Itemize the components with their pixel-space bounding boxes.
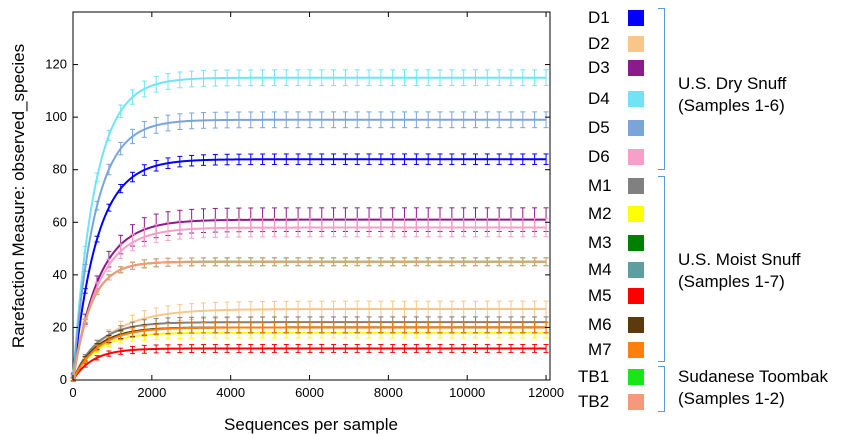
series-line-m5: [72, 347, 547, 381]
series-d2: [70, 300, 549, 383]
y-axis-label: Rarefaction Measure: observed_species: [9, 44, 28, 348]
legend-label-m7: M7: [588, 340, 612, 359]
series-line-d1: [72, 158, 547, 381]
x-tick-label: 6000: [295, 385, 324, 400]
series-d4: [70, 69, 549, 381]
y-tick-label: 100: [45, 109, 67, 124]
group-label-moist-snuff: U.S. Moist Snuff (Samples 1-7): [678, 249, 801, 293]
group-toombak-samples: (Samples 1-2): [678, 389, 785, 408]
plot-frame: [72, 11, 551, 381]
legend-swatch-d2: [628, 36, 644, 52]
bracket-dry-snuff: [658, 8, 665, 170]
bracket-toombak: [658, 366, 665, 412]
legend-swatch-m6: [628, 317, 644, 333]
x-tick-label: 2000: [137, 385, 166, 400]
x-tick-label: 8000: [374, 385, 403, 400]
legend-label-d5: D5: [588, 118, 610, 137]
legend-swatch-d4: [628, 91, 644, 107]
legend-label-m6: M6: [588, 315, 612, 334]
series-m5: [70, 344, 549, 382]
series-line-d4: [72, 76, 547, 381]
x-axis-label: Sequences per sample: [224, 415, 398, 434]
legend-label-tb1: TB1: [578, 367, 610, 386]
legend-swatch-m1: [628, 178, 644, 194]
series-line-d5: [72, 118, 547, 381]
legend-swatch-m5: [628, 288, 644, 304]
legend-swatch-m2: [628, 206, 644, 222]
legend-swatch-d6: [628, 149, 644, 165]
series-layer: [70, 69, 549, 383]
group-dry-snuff-samples: (Samples 1-6): [678, 96, 785, 115]
legend-label-m5: M5: [588, 286, 612, 305]
series-line-m7: [72, 326, 547, 381]
y-tick-label: 60: [53, 214, 67, 229]
legend-label-d3: D3: [588, 58, 610, 77]
y-tick-label: 120: [45, 57, 67, 72]
legend-label-d6: D6: [588, 147, 610, 166]
group-label-toombak: Sudanese Toombak (Samples 1-2): [678, 366, 828, 410]
group-moist-snuff-title: U.S. Moist Snuff: [678, 250, 801, 269]
group-toombak-title: Sudanese Toombak: [678, 367, 828, 386]
series-m7: [70, 321, 549, 382]
y-tick-label: 40: [53, 267, 67, 282]
group-moist-snuff-samples: (Samples 1-7): [678, 272, 785, 291]
bracket-moist-snuff: [658, 176, 665, 362]
series-line-tb2: [72, 260, 547, 381]
legend-swatch-m7: [628, 342, 644, 358]
legend-swatch-tb1: [628, 369, 644, 385]
series-d6: [70, 217, 549, 381]
legend-swatch-d3: [628, 60, 644, 76]
legend-swatch-d1: [628, 10, 644, 26]
legend-label-d4: D4: [588, 89, 610, 108]
series-tb2: [70, 257, 549, 381]
y-tick-label: 80: [53, 162, 67, 177]
series-line-d6: [72, 226, 547, 381]
x-tick-label: 4000: [216, 385, 245, 400]
ticks-layer: 0 2000 4000 6000 8000 10000 12000 0 20 40 60 80 100 1…: [45, 12, 564, 400]
legend-swatch-m4: [628, 262, 644, 278]
x-tick-label: 12000: [528, 385, 564, 400]
x-tick-label: 0: [69, 385, 76, 400]
y-tick-label: 20: [53, 319, 67, 334]
legend-label-m2: M2: [588, 204, 612, 223]
x-tick-label: 10000: [449, 385, 485, 400]
group-dry-snuff-title: U.S. Dry Snuff: [678, 74, 787, 93]
rarefaction-chart: 0 2000 4000 6000 8000 10000 12000 0 20 40 60 80 100 1…: [9, 11, 564, 434]
legend-swatch-m3: [628, 235, 644, 251]
group-label-dry-snuff: U.S. Dry Snuff (Samples 1-6): [678, 73, 786, 117]
legend-label-m4: M4: [588, 260, 612, 279]
legend-swatch-tb2: [628, 394, 644, 410]
legend-label-d2: D2: [588, 34, 610, 53]
legend-swatch-d5: [628, 120, 644, 136]
legend-label-m1: M1: [588, 176, 612, 195]
series-d1: [70, 153, 549, 381]
series-line-d2: [72, 308, 547, 381]
series-d5: [70, 111, 549, 381]
y-tick-label: 0: [60, 372, 67, 387]
legend-label-m3: M3: [588, 233, 612, 252]
legend-label-d1: D1: [588, 8, 610, 27]
legend-label-tb2: TB2: [578, 392, 610, 411]
